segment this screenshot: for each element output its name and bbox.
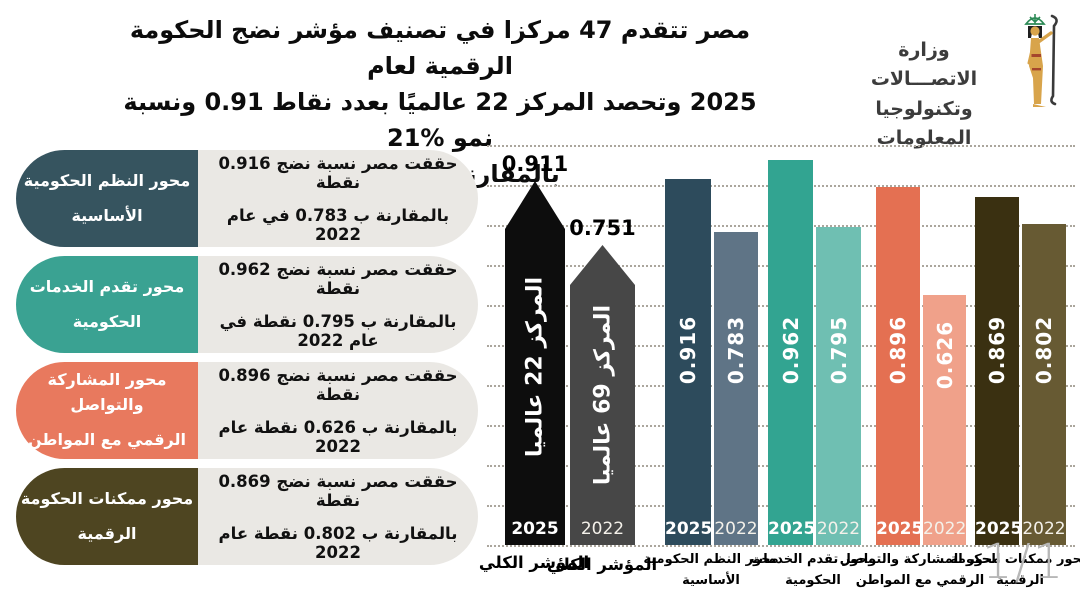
- bar-year-label: 2022: [1022, 519, 1066, 539]
- ministry-name-line1: وزارة الاتصـــالات: [870, 39, 978, 91]
- bar: 2022 0.783: [714, 232, 758, 545]
- bar: 2025 0.962: [768, 160, 816, 545]
- bar: 2025 المركز 22 عالميا: [505, 181, 565, 545]
- axis-name-line2: الأساسية: [71, 205, 143, 225]
- axis-card-core-systems: محور النظم الحكومية الأساسية حققت مصر نس…: [16, 150, 478, 247]
- mcit-logo-wordmark: وزارة الاتصـــالات وتكنولوجيا المعلومات: [843, 36, 1005, 154]
- axis-desc-line1: حققت مصر نسبة نضج 0.962 نقطة: [218, 259, 458, 298]
- axis-card-government-enablers: محور ممكنات الحكومة الرقمية حققت مصر نسب…: [16, 468, 478, 565]
- bar: 2022 0.802: [1022, 224, 1066, 545]
- bar-year-label: 2025: [876, 519, 924, 539]
- bar-value-label: 0.751: [569, 216, 636, 240]
- bar-year-label: 2022: [923, 519, 967, 539]
- bar-year-label: 2025: [511, 519, 559, 539]
- axis-card-digital-participation: محور المشاركة والتواصل الرقمي مع المواطن…: [16, 362, 478, 459]
- axis-name-pill: محور المشاركة والتواصل الرقمي مع المواطن: [16, 362, 198, 459]
- axis-description: حققت مصر نسبة نضج 0.916 نقطة بالمقارنة ب…: [198, 150, 478, 247]
- axis-category-label: المؤشر الكلي: [478, 553, 590, 572]
- bar-rank-label: المركز 22 عالميا: [522, 276, 548, 458]
- bar-value-label: 0.896: [886, 315, 910, 385]
- axis-category-label: محور المشاركة والتواصل الرقمي مع المواطن: [839, 552, 1001, 588]
- axis-desc-line1: حققت مصر نسبة نضج 0.916 نقطة: [218, 153, 458, 192]
- axis-category-label: محور ممكنات الحكومة الرقمية: [949, 552, 1080, 588]
- bar-year-label: 2022: [816, 519, 861, 539]
- bar-value-label: 0.962: [778, 315, 803, 385]
- bar: 2025 0.869: [975, 197, 1023, 545]
- chart-gridline: [487, 145, 1075, 147]
- axis-name-pill: محور النظم الحكومية الأساسية: [16, 150, 198, 247]
- bar-year-label: 2022: [714, 519, 758, 539]
- axis-name-line2: الرقمي مع المواطن: [27, 429, 186, 449]
- axis-description: حققت مصر نسبة نضج 0.962 نقطة بالمقارنة ب…: [198, 256, 478, 353]
- bar: 2022 0.795: [816, 227, 861, 545]
- axis-description: حققت مصر نسبة نضج 0.896 نقطة بالمقارنة ب…: [198, 362, 478, 459]
- title-line-1: مصر تتقدم 47 مركزا في تصنيف مؤشر نضج الح…: [129, 16, 751, 80]
- axis-category-label: محور النظم الحكومية الأساسية: [643, 552, 779, 588]
- bar-value-label: 0.869: [985, 315, 1009, 385]
- axis-name-line2: الحكومية: [72, 311, 142, 331]
- axis-name-pill: محور تقدم الخدمات الحكومية: [16, 256, 198, 353]
- bar: 2022 0.626: [923, 295, 966, 545]
- pharaonic-figure-icon: [1024, 14, 1058, 107]
- bar-value-label: 0.795: [826, 315, 851, 385]
- axis-name-line1: محور النظم الحكومية: [23, 170, 191, 190]
- bar-value-label: 0.626: [932, 320, 957, 390]
- bar-value-label: 0.783: [724, 315, 748, 385]
- axis-desc-line2: بالمقارنة ب 0.795 نقطة في عام 2022: [219, 311, 457, 350]
- bar-rank-label: المركز 69 عالميا: [590, 304, 615, 486]
- axis-category-label: المؤشر الكلي: [546, 555, 658, 574]
- axis-name-line1: محور ممكنات الحكومة: [20, 488, 194, 508]
- axis-name-line1: محور المشاركة والتواصل: [47, 370, 167, 415]
- bar-value-label: 0.911: [501, 152, 569, 176]
- axis-desc-line2: بالمقارنة ب 0.783 في عام 2022: [226, 205, 450, 244]
- axis-name-line2: الرقمية: [77, 523, 137, 543]
- bar-year-label: 2022: [580, 519, 625, 539]
- axis-name-pill: محور ممكنات الحكومة الرقمية: [16, 468, 198, 565]
- page-watermark: 1/1: [982, 534, 1066, 590]
- bar: 2022 المركز 69 عالميا: [570, 245, 635, 545]
- axis-desc-line2: بالمقارنة ب 0.626 نقطة عام 2022: [218, 417, 458, 456]
- bar-year-label: 2025: [768, 519, 816, 539]
- bar-value-label: 0.802: [1032, 315, 1056, 385]
- bar: 2025 0.896: [876, 187, 924, 545]
- axis-name-line1: محور تقدم الخدمات: [29, 276, 185, 296]
- axis-desc-line1: حققت مصر نسبة نضج 0.869 نقطة: [218, 471, 458, 510]
- axis-description: حققت مصر نسبة نضج 0.869 نقطة بالمقارنة ب…: [198, 468, 478, 565]
- title-line-2: 2025 وتحصد المركز 22 عالميًا بعدد نقاط 0…: [123, 88, 757, 152]
- axis-desc-line1: حققت مصر نسبة نضج 0.896 نقطة: [218, 365, 458, 404]
- bar-value-label: 0.916: [676, 315, 700, 385]
- bar: 2025 0.916: [665, 179, 713, 545]
- axis-category-label: محور تقدم الخدمات الحكومية: [750, 552, 876, 588]
- bar-year-label: 2025: [975, 519, 1023, 539]
- ministry-name-line2: وتكنولوجيا المعلومات: [875, 97, 973, 150]
- axis-summary-list: محور النظم الحكومية الأساسية حققت مصر نس…: [16, 150, 478, 574]
- chart-gridline: [487, 545, 1075, 547]
- bar-year-label: 2025: [665, 519, 713, 539]
- axis-card-service-advancement: محور تقدم الخدمات الحكومية حققت مصر نسبة…: [16, 256, 478, 353]
- axis-desc-line2: بالمقارنة ب 0.802 نقطة عام 2022: [218, 523, 458, 562]
